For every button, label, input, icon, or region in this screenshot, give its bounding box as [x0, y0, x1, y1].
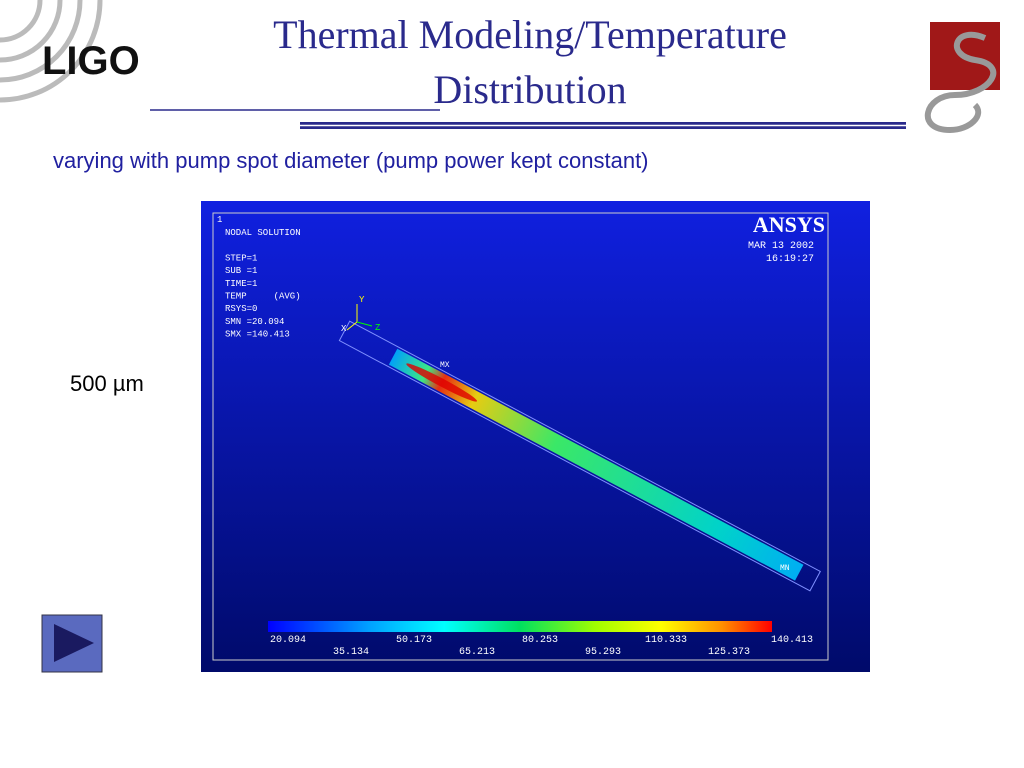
info-line: TIME=1 [225, 279, 257, 289]
colorbar-label: 35.134 [333, 647, 369, 658]
window-number: 1 [217, 215, 222, 225]
hot-spot [406, 363, 478, 402]
logo-arcs [0, 0, 103, 103]
beam-outline [338, 320, 821, 592]
colorbar-label: 140.413 [771, 635, 813, 646]
figure-frame [212, 212, 829, 661]
title-line: Distribution [433, 67, 626, 112]
beam [338, 320, 821, 592]
min-marker: MN [780, 564, 790, 573]
info-line: SUB =1 [225, 266, 257, 276]
info-line: STEP=1 [225, 253, 257, 263]
logo-swirl [924, 31, 997, 134]
colorbar-label: 125.373 [708, 647, 750, 658]
next-arrow [54, 624, 94, 662]
info-line: TEMP (AVG) [225, 292, 301, 302]
axis-label: X [341, 324, 347, 334]
axis-label: Z [375, 323, 381, 333]
info-line: SMN =20.094 [225, 317, 284, 327]
info-block: NODAL SOLUTION STEP=1 SUB =1 TIME=1 TEMP (AV… [225, 228, 301, 340]
axis-z [356, 321, 373, 327]
colorbar-label: 95.293 [585, 647, 621, 658]
axis-label: Y [359, 295, 365, 305]
axis-x [346, 321, 358, 331]
logo: LIGO [42, 39, 140, 83]
colorbar-labels: 20.094 35.134 50.173 65.213 80.253 95.293 110.… [270, 635, 813, 658]
info-line: SMX =140.413 [225, 330, 290, 340]
colorbar-label: 65.213 [459, 647, 495, 658]
info-line: RSYS=0 [225, 304, 257, 314]
side-label: 500 µm [70, 371, 144, 396]
subtitle: varying with pump spot diameter (pump po… [53, 148, 649, 173]
info-line: NODAL SOLUTION [225, 228, 301, 238]
beam-body [388, 348, 804, 581]
time: 16:19:27 [766, 254, 814, 265]
date: MAR 13 2002 [748, 241, 814, 252]
title-line: Thermal Modeling/Temperature [273, 12, 787, 57]
colorbar-label: 50.173 [396, 635, 432, 646]
max-marker: MX [440, 361, 450, 370]
colorbar-label: 80.253 [522, 635, 558, 646]
colorbar [268, 621, 772, 632]
colorbar-label: 20.094 [270, 635, 306, 646]
colorbar-label: 110.333 [645, 635, 687, 646]
brand: ANSYS [753, 212, 825, 237]
